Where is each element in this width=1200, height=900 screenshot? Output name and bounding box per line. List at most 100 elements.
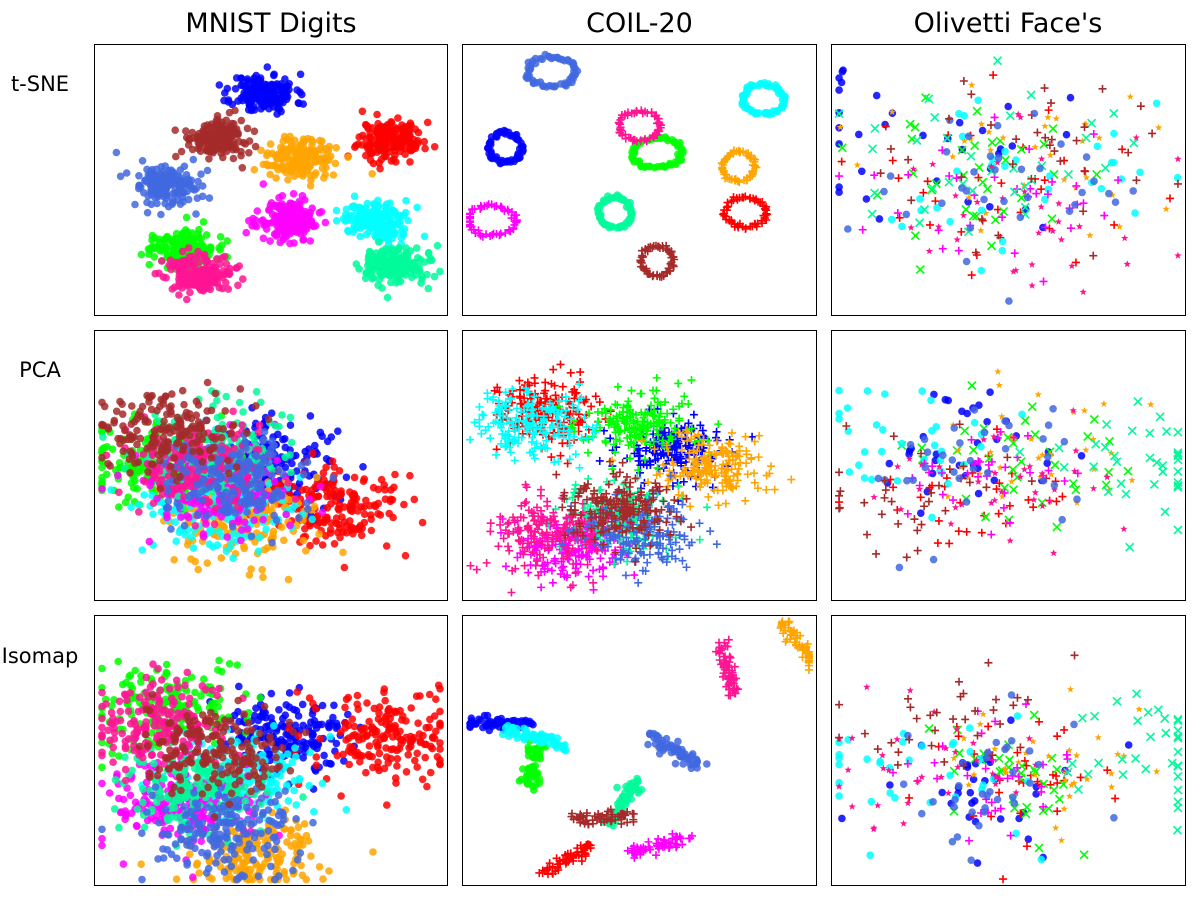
data-point-class-6 bbox=[412, 244, 421, 252]
data-point-class-8 bbox=[228, 523, 237, 531]
data-point-class-7 bbox=[151, 269, 159, 278]
data-point-class-0 bbox=[260, 98, 268, 106]
data-point-class-8 bbox=[184, 195, 193, 204]
data-point-class-1 bbox=[313, 521, 321, 529]
data-point-class-8 bbox=[135, 172, 143, 180]
data-point-class-2 bbox=[183, 234, 192, 242]
data-point-class-2 bbox=[652, 373, 661, 382]
data-point-class-8 bbox=[180, 162, 189, 171]
data-point-class-9 bbox=[230, 125, 239, 134]
data-point-class-5 bbox=[497, 203, 506, 212]
data-point-class-9 bbox=[1041, 133, 1050, 142]
data-point-class-2 bbox=[150, 253, 159, 261]
data-point-class-1 bbox=[380, 481, 389, 489]
data-point-class-6 bbox=[430, 272, 439, 281]
data-point-class-4 bbox=[763, 108, 771, 117]
data-point-class-5 bbox=[307, 218, 316, 227]
data-point-class-9 bbox=[156, 484, 165, 493]
data-point-class-1 bbox=[362, 496, 370, 505]
data-point-class-9 bbox=[221, 407, 229, 415]
data-point-class-5 bbox=[498, 204, 507, 213]
data-point-class-4 bbox=[226, 542, 235, 551]
data-point-class-1 bbox=[374, 499, 383, 508]
data-point-class-1 bbox=[377, 155, 386, 164]
data-point-class-9 bbox=[215, 126, 224, 135]
data-point-class-9 bbox=[663, 245, 672, 254]
data-point-class-8 bbox=[270, 511, 278, 520]
data-point-class-8 bbox=[300, 470, 308, 479]
data-point-class-8 bbox=[902, 210, 911, 219]
data-point-class-9 bbox=[207, 406, 216, 415]
data-point-class-1 bbox=[337, 487, 345, 495]
data-point-class-8 bbox=[173, 499, 181, 507]
data-point-class-9 bbox=[147, 393, 155, 401]
data-point-class-3 bbox=[1082, 120, 1090, 128]
data-point-class-2 bbox=[145, 260, 154, 269]
data-point-class-1 bbox=[360, 510, 369, 518]
data-point-class-0 bbox=[1062, 130, 1071, 139]
data-point-class-9 bbox=[188, 439, 197, 448]
data-point-class-3 bbox=[203, 559, 212, 567]
data-point-class-1 bbox=[384, 137, 393, 145]
data-point-class-3 bbox=[250, 165, 259, 174]
data-point-class-9 bbox=[177, 425, 185, 433]
data-point-class-2 bbox=[133, 485, 141, 493]
data-point-class-2 bbox=[194, 230, 202, 238]
data-point-class-9 bbox=[231, 106, 239, 115]
data-point-class-0 bbox=[224, 98, 233, 106]
panel-tsne-olivetti bbox=[831, 44, 1186, 316]
data-point-class-6 bbox=[433, 241, 442, 250]
data-point-class-9 bbox=[666, 259, 675, 268]
data-point-class-1 bbox=[338, 513, 346, 521]
data-point-class-1 bbox=[727, 197, 736, 206]
data-point-class-4 bbox=[413, 203, 422, 212]
data-point-class-1 bbox=[558, 439, 567, 448]
data-point-class-7 bbox=[1028, 281, 1036, 289]
data-point-class-5 bbox=[299, 235, 308, 244]
data-point-class-9 bbox=[128, 402, 136, 410]
data-point-class-2 bbox=[978, 177, 988, 187]
data-point-class-1 bbox=[515, 376, 524, 385]
data-point-class-5 bbox=[1039, 277, 1048, 286]
data-point-class-0 bbox=[323, 437, 332, 446]
data-point-class-6 bbox=[1081, 133, 1091, 143]
data-point-class-4 bbox=[958, 132, 967, 141]
data-point-class-6 bbox=[424, 249, 433, 258]
data-point-class-3 bbox=[282, 145, 291, 154]
data-point-class-3 bbox=[218, 521, 227, 530]
data-point-class-9 bbox=[945, 114, 954, 123]
data-point-class-9 bbox=[971, 248, 980, 257]
data-point-class-3 bbox=[960, 137, 969, 144]
data-point-class-1 bbox=[566, 368, 575, 377]
data-point-class-7 bbox=[193, 271, 201, 279]
data-point-class-9 bbox=[119, 447, 127, 455]
data-point-class-5 bbox=[301, 196, 309, 204]
data-point-class-5 bbox=[261, 220, 269, 228]
data-point-class-9 bbox=[195, 129, 203, 138]
scatter-plot bbox=[98, 378, 427, 584]
data-point-class-1 bbox=[729, 196, 738, 205]
data-point-class-1 bbox=[389, 513, 397, 522]
data-point-class-9 bbox=[127, 420, 136, 428]
data-point-class-2 bbox=[156, 246, 164, 255]
data-point-class-3 bbox=[272, 174, 280, 182]
data-point-class-8 bbox=[122, 169, 131, 177]
data-point-class-1 bbox=[556, 451, 565, 460]
data-point-class-1 bbox=[400, 500, 408, 509]
data-point-class-3 bbox=[999, 134, 1007, 141]
data-point-class-9 bbox=[220, 131, 228, 140]
data-point-class-0 bbox=[295, 479, 304, 488]
data-point-class-7 bbox=[180, 492, 188, 501]
data-point-class-1 bbox=[358, 131, 367, 140]
data-point-class-6 bbox=[379, 253, 388, 262]
data-point-class-8 bbox=[147, 187, 155, 196]
data-point-class-0 bbox=[334, 427, 342, 435]
data-point-class-5 bbox=[1010, 249, 1019, 258]
data-point-class-1 bbox=[837, 157, 846, 166]
data-point-class-4 bbox=[1173, 173, 1182, 182]
data-point-class-9 bbox=[177, 147, 186, 156]
data-point-class-8 bbox=[994, 154, 1003, 162]
data-point-class-8 bbox=[303, 458, 312, 466]
data-point-class-5 bbox=[1048, 177, 1057, 186]
data-point-class-9 bbox=[173, 439, 181, 448]
